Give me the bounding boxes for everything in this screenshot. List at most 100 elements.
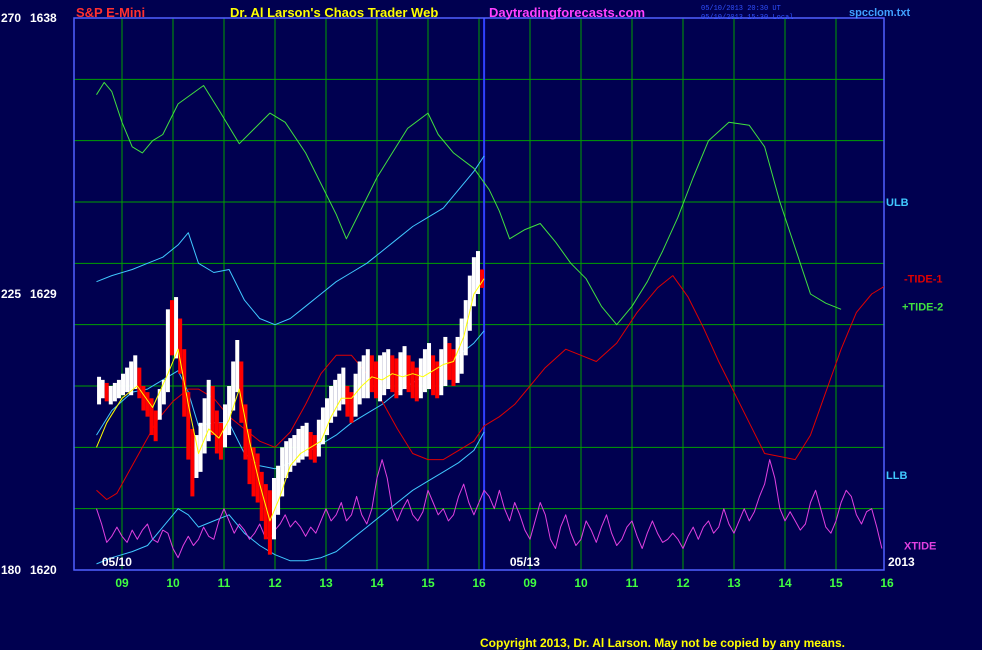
price-bar (459, 318, 464, 374)
price-bar (337, 373, 342, 411)
x-tick-hour: 11 (626, 576, 639, 590)
x-tick-hour: 16 (472, 576, 486, 590)
y-tick-left: 225 (1, 287, 21, 301)
x-tick-hour: 10 (574, 576, 588, 590)
price-bar (300, 425, 305, 460)
price-bar (467, 275, 472, 331)
symbol-label: S&P E-Mini (76, 5, 145, 20)
y-tick-price: 1629 (30, 287, 57, 301)
x-tick-hour: 14 (370, 576, 384, 590)
price-bar (284, 441, 289, 478)
price-bar (427, 343, 432, 390)
price-bar (455, 336, 460, 383)
price-bar (145, 392, 150, 417)
price-bar (108, 386, 113, 405)
price-bar (214, 410, 219, 454)
site-label: Daytradingforecasts.com (489, 5, 645, 20)
timestamp-ut: 05/10/2013 20:30 UT (701, 5, 781, 13)
year-label: 2013 (888, 555, 915, 569)
price-bars (96, 251, 485, 555)
price-bar (357, 361, 362, 405)
price-bar (141, 386, 146, 411)
x-tick-hour: 12 (268, 576, 282, 590)
price-bar (276, 465, 281, 515)
price-bar (402, 346, 407, 390)
price-bar (304, 422, 309, 457)
price-bar (243, 404, 248, 460)
band-lower-line (96, 431, 485, 565)
price-bar (121, 373, 126, 396)
price-bar (174, 297, 179, 359)
price-bar (373, 361, 378, 399)
price-bar (386, 349, 391, 390)
price-bar (116, 379, 121, 399)
price-bar (369, 355, 374, 393)
x-tick-hour: 14 (778, 576, 792, 590)
price-bar (251, 447, 256, 497)
price-bar (329, 386, 334, 423)
file-name: spcclom.txt (849, 7, 910, 19)
price-bar (406, 355, 411, 393)
price-bar (157, 389, 162, 420)
price-bar (227, 386, 232, 436)
x-tick-hour: 16 (880, 576, 894, 590)
price-bar (255, 453, 260, 503)
price-bar (382, 352, 387, 396)
price-bar (186, 392, 191, 460)
price-bar (414, 367, 419, 402)
price-bar (361, 355, 366, 399)
timestamp-local: 05/10/2013 15:30 Local (701, 14, 793, 22)
y-tick-price: 1638 (30, 11, 57, 25)
x-tick-hour: 13 (727, 576, 741, 590)
price-bar (418, 358, 423, 399)
price-bar (247, 428, 252, 485)
price-bar (320, 407, 325, 445)
x-tick-hour: 11 (218, 576, 231, 590)
price-bar (100, 379, 105, 399)
price-bar (480, 269, 485, 288)
band-upper-line (96, 155, 485, 326)
price-bar (112, 382, 117, 402)
price-bar (169, 300, 174, 356)
price-bar (443, 336, 448, 386)
price-bar (97, 376, 102, 405)
price-bar (161, 379, 166, 405)
x-tick-hour: 09 (523, 576, 537, 590)
price-bar (239, 361, 244, 423)
price-bar (431, 355, 436, 396)
moving-average-line (96, 278, 485, 522)
price-bar (365, 349, 370, 399)
price-bar (308, 432, 313, 460)
plot-frame (73, 17, 885, 571)
price-bar (447, 343, 452, 380)
price-bar (435, 361, 440, 399)
price-bar (288, 438, 293, 472)
x-tick-hour: 10 (166, 576, 180, 590)
series-label: XTIDE (904, 540, 936, 552)
copyright: Copyright 2013, Dr. Al Larson. May not b… (480, 636, 845, 650)
price-bar (153, 410, 158, 442)
price-bar (471, 257, 476, 307)
price-bar (292, 435, 297, 466)
price-bar (137, 367, 142, 399)
price-bar (312, 435, 317, 463)
x-tick-hour: 09 (115, 576, 129, 590)
price-bar (333, 379, 338, 417)
price-bar (296, 428, 301, 463)
price-bar (439, 349, 444, 396)
price-bar (316, 419, 321, 457)
series-label: LLB (886, 470, 907, 482)
price-bar (190, 428, 195, 497)
price-bar (325, 398, 330, 436)
price-bar (398, 352, 403, 396)
price-bar (129, 361, 134, 396)
price-bar (267, 490, 272, 555)
y-tick-price: 1620 (30, 563, 57, 577)
price-bar (202, 398, 207, 454)
price-bar (231, 361, 236, 411)
price-bar (223, 404, 228, 448)
price-bar (194, 435, 199, 478)
date-label: 05/13 (510, 555, 540, 569)
tide2-line (96, 81, 842, 326)
